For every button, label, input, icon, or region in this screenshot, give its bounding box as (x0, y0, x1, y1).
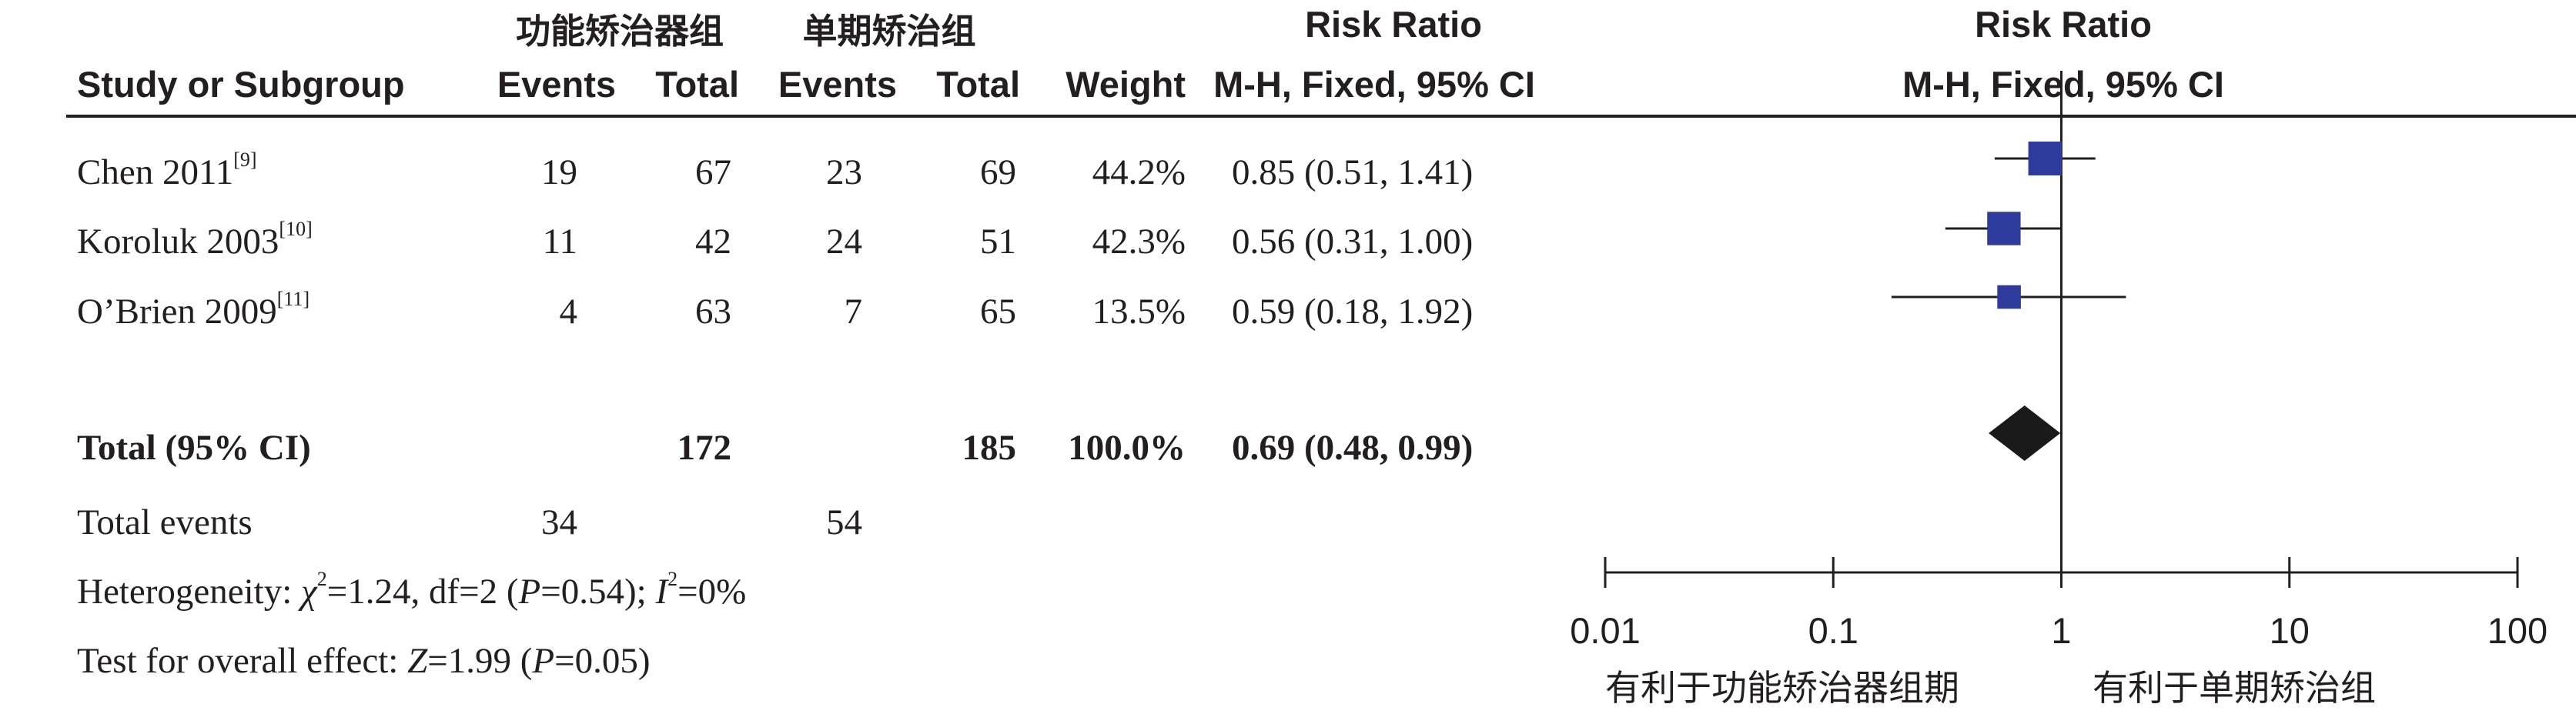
axis-right-label: 有利于单期矫治组 (2093, 667, 2376, 709)
total-t1: 172 (677, 428, 732, 468)
study-ci: 0.59 (0.18, 1.92) (1232, 292, 1474, 332)
risk-ratio-title-right: Risk Ratio (1975, 4, 2152, 45)
study-e1: 4 (559, 292, 578, 332)
col-total2-header: Total (936, 64, 1020, 105)
heterogeneity-text: Heterogeneity: χ2=1.24, df=2 (P=0.54); I… (77, 568, 747, 612)
total-t2: 185 (962, 428, 1017, 468)
study-e2: 23 (826, 152, 862, 192)
study-name: Koroluk 2003[10] (77, 218, 313, 262)
total-weight: 100.0% (1068, 428, 1186, 468)
x-tick-label: 10 (2270, 610, 2310, 651)
study-name: O’Brien 2009[11] (77, 288, 310, 332)
col-mh-left-header: M-H, Fixed, 95% CI (1213, 64, 1535, 105)
study-e1: 19 (541, 152, 577, 192)
col-mh-right-header: M-H, Fixed, 95% CI (1902, 64, 2224, 105)
total-ci: 0.69 (0.48, 0.99) (1232, 428, 1474, 468)
study-t1: 67 (695, 152, 731, 192)
study-e2: 7 (844, 292, 863, 332)
risk-ratio-title-left: Risk Ratio (1305, 4, 1482, 45)
study-square (2028, 142, 2062, 175)
group1-header: 功能矫治器组 (515, 11, 724, 52)
col-weight-header: Weight (1066, 64, 1186, 105)
overall-effect-text: Test for overall effect: Z=1.99 (P=0.05) (77, 641, 651, 681)
col-total1-header: Total (655, 64, 739, 105)
study-weight: 13.5% (1092, 292, 1186, 332)
x-tick-label: 0.1 (1808, 610, 1858, 651)
col-events2-header: Events (778, 64, 897, 105)
study-ci: 0.85 (0.51, 1.41) (1232, 152, 1474, 192)
total-events-e1: 34 (541, 502, 577, 542)
study-t2: 51 (980, 222, 1016, 262)
study-t1: 42 (695, 222, 731, 262)
study-e2: 24 (826, 222, 862, 262)
total-events-label: Total events (77, 502, 253, 542)
col-events1-header: Events (497, 64, 616, 105)
study-square (1997, 285, 2021, 309)
study-weight: 44.2% (1092, 152, 1186, 192)
study-square (1987, 212, 2021, 245)
x-tick-label: 0.01 (1570, 610, 1640, 651)
x-tick-label: 1 (2051, 610, 2071, 651)
axis-left-label: 有利于功能矫治器组期 (1605, 667, 1959, 709)
header-rule (66, 115, 2576, 118)
study-t1: 63 (695, 292, 731, 332)
study-e1: 11 (542, 222, 577, 262)
study-t2: 69 (980, 152, 1016, 192)
study-ci: 0.56 (0.31, 1.00) (1232, 222, 1474, 262)
group2-header: 单期矫治组 (802, 11, 976, 52)
study-name: Chen 2011[9] (77, 148, 257, 192)
study-weight: 42.3% (1092, 222, 1186, 262)
x-tick-label: 100 (2487, 610, 2548, 651)
total-events-e2: 54 (826, 502, 862, 542)
col-study-header: Study or Subgroup (77, 64, 405, 105)
pooled-diamond (1989, 405, 2061, 461)
study-t2: 65 (980, 292, 1016, 332)
total-label: Total (95% CI) (77, 428, 311, 468)
